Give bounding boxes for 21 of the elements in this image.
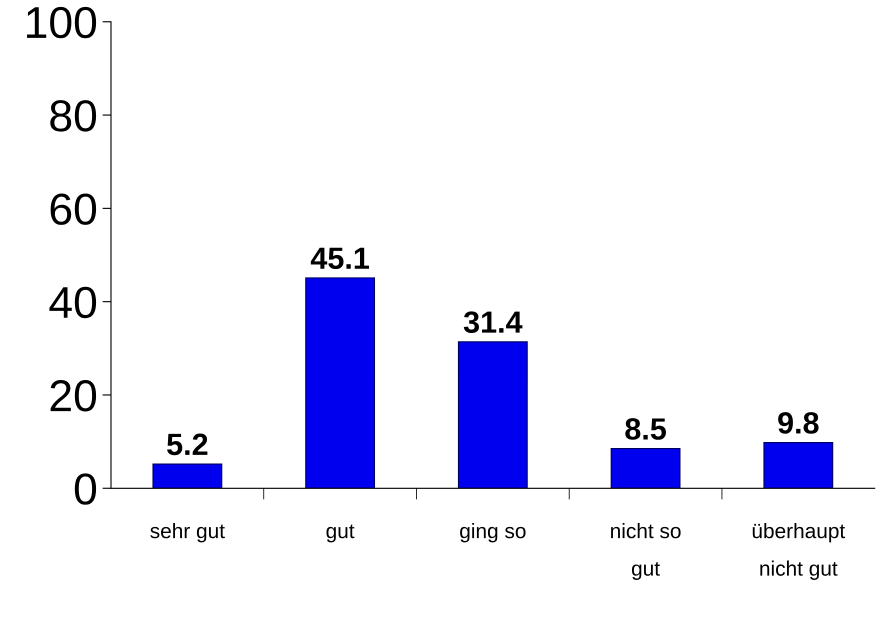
bar bbox=[458, 341, 528, 488]
bar bbox=[610, 448, 680, 488]
bar bbox=[763, 442, 834, 488]
data-label: 9.8 bbox=[778, 412, 819, 434]
x-tick-label: sehr gut bbox=[150, 522, 225, 542]
bar bbox=[305, 277, 376, 488]
data-label: 45.1 bbox=[310, 248, 369, 270]
y-tick-label: 60 bbox=[50, 193, 96, 225]
data-label: 8.5 bbox=[625, 418, 666, 440]
x-tick-label: ging so bbox=[460, 522, 526, 542]
data-label: 31.4 bbox=[464, 311, 522, 334]
x-tick-label: nicht so gut bbox=[611, 522, 681, 580]
y-tick-label: 100 bbox=[27, 6, 96, 38]
y-tick-label: 20 bbox=[50, 380, 96, 412]
x-tick-label: gut bbox=[326, 524, 354, 542]
x-tick-label: überhaupt nicht gut bbox=[752, 522, 846, 580]
y-tick-label: 80 bbox=[50, 100, 96, 132]
y-tick-label: 0 bbox=[74, 473, 96, 505]
data-label: 5.2 bbox=[167, 434, 208, 456]
y-tick-label: 40 bbox=[49, 286, 96, 318]
bar bbox=[152, 463, 222, 488]
